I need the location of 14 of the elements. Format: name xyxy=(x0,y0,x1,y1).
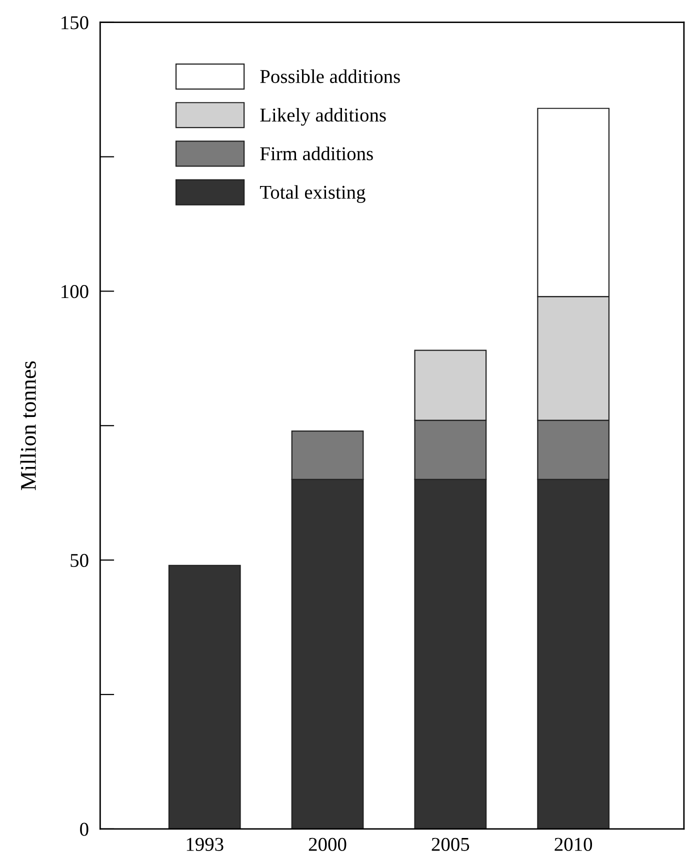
x-tick-label: 2005 xyxy=(432,838,470,851)
bar xyxy=(168,564,241,829)
y-axis-title: Million tonnes xyxy=(20,361,36,490)
legend-label: Total existing xyxy=(260,185,366,203)
y-tick-label: 0 xyxy=(80,822,88,836)
legend-label: Likely additions xyxy=(260,108,386,126)
legend-label: Possible additions xyxy=(260,69,400,84)
x-tick-label: 1993 xyxy=(186,838,224,851)
x-tick-label: 2000 xyxy=(308,838,346,851)
legend-label: Firm additions xyxy=(260,146,373,160)
x-tick-label: 2010 xyxy=(554,838,592,851)
y-tick-label: 50 xyxy=(70,554,88,568)
y-tick-label: 150 xyxy=(62,16,88,30)
y-tick-label: 100 xyxy=(62,285,88,298)
